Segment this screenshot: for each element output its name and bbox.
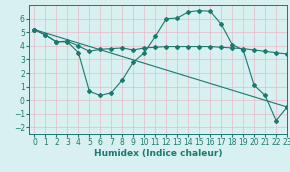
X-axis label: Humidex (Indice chaleur): Humidex (Indice chaleur) — [94, 149, 222, 158]
